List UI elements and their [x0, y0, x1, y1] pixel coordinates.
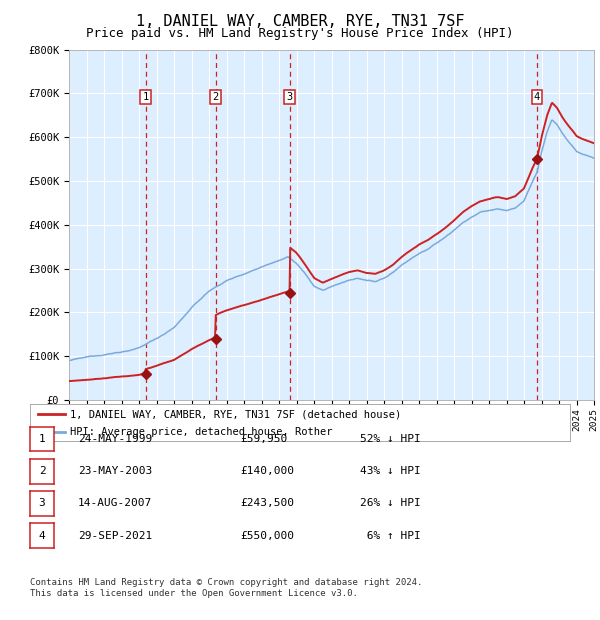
Text: 6% ↑ HPI: 6% ↑ HPI	[360, 531, 421, 541]
Text: 3: 3	[38, 498, 46, 508]
Text: £550,000: £550,000	[240, 531, 294, 541]
Text: HPI: Average price, detached house, Rother: HPI: Average price, detached house, Roth…	[71, 427, 333, 437]
Text: 26% ↓ HPI: 26% ↓ HPI	[360, 498, 421, 508]
Text: £243,500: £243,500	[240, 498, 294, 508]
Text: 23-MAY-2003: 23-MAY-2003	[78, 466, 152, 476]
Text: £59,950: £59,950	[240, 434, 287, 444]
Text: Price paid vs. HM Land Registry's House Price Index (HPI): Price paid vs. HM Land Registry's House …	[86, 27, 514, 40]
Text: 2: 2	[212, 92, 219, 102]
Text: 1: 1	[38, 434, 46, 444]
Text: 24-MAY-1999: 24-MAY-1999	[78, 434, 152, 444]
Text: This data is licensed under the Open Government Licence v3.0.: This data is licensed under the Open Gov…	[30, 589, 358, 598]
Text: 1, DANIEL WAY, CAMBER, RYE, TN31 7SF: 1, DANIEL WAY, CAMBER, RYE, TN31 7SF	[136, 14, 464, 29]
Text: 4: 4	[534, 92, 540, 102]
Text: 52% ↓ HPI: 52% ↓ HPI	[360, 434, 421, 444]
Text: £140,000: £140,000	[240, 466, 294, 476]
Text: Contains HM Land Registry data © Crown copyright and database right 2024.: Contains HM Land Registry data © Crown c…	[30, 578, 422, 587]
Text: 3: 3	[287, 92, 293, 102]
Text: 29-SEP-2021: 29-SEP-2021	[78, 531, 152, 541]
Text: 14-AUG-2007: 14-AUG-2007	[78, 498, 152, 508]
Text: 43% ↓ HPI: 43% ↓ HPI	[360, 466, 421, 476]
Text: 1, DANIEL WAY, CAMBER, RYE, TN31 7SF (detached house): 1, DANIEL WAY, CAMBER, RYE, TN31 7SF (de…	[71, 409, 402, 419]
Text: 1: 1	[143, 92, 149, 102]
Text: 2: 2	[38, 466, 46, 476]
Text: 4: 4	[38, 531, 46, 541]
